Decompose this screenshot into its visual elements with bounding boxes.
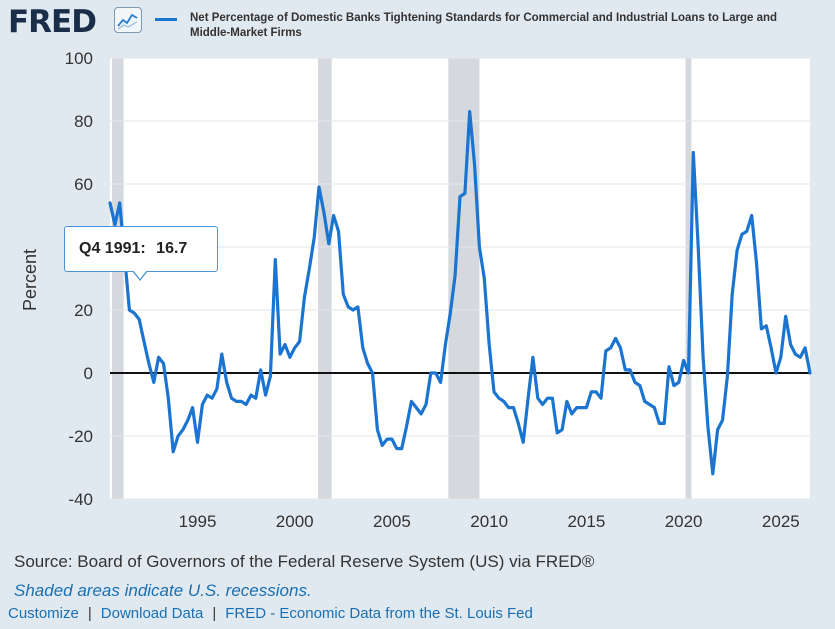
recession-shading (111, 58, 692, 499)
fred-logo[interactable]: FRED (8, 4, 97, 40)
tooltip-pointer-inner (133, 270, 147, 279)
chart-header: FRED Net Percentage of Domestic Banks Ti… (0, 0, 835, 48)
tooltip-value: 16.7 (156, 240, 188, 257)
legend-label: Net Percentage of Domestic Banks Tighten… (190, 12, 778, 39)
line-chart[interactable]: 100806040200-20-40 199520002005201020152… (0, 40, 835, 540)
y-axis-label: Percent (20, 249, 40, 311)
recession-note: Shaded areas indicate U.S. recessions. (14, 581, 312, 600)
data-tooltip: Q4 1991: 16.7 (64, 226, 218, 272)
download-data-link[interactable]: Download Data (100, 605, 204, 622)
source-note: Source: Board of Governors of the Federa… (14, 552, 595, 571)
y-tick-label: -40 (68, 490, 93, 509)
x-tick-label: 2015 (567, 512, 605, 531)
chart-trend-icon-graphic (117, 13, 138, 30)
y-tick-label: -20 (68, 427, 93, 446)
x-tick-label: 2010 (470, 512, 508, 531)
tooltip-label: Q4 1991: (79, 240, 146, 257)
recession-band (685, 58, 692, 499)
legend-swatch (155, 18, 177, 21)
recession-band (111, 58, 124, 499)
y-tick-label: 80 (74, 112, 93, 131)
series-line (108, 109, 812, 476)
x-tick-label: 1995 (179, 512, 217, 531)
x-tick-label: 2025 (762, 512, 800, 531)
customize-link[interactable]: Customize (8, 605, 79, 622)
link-separator: | (87, 605, 92, 622)
chart-trend-icon (114, 7, 142, 33)
y-axis-ticks: 100806040200-20-40 (65, 49, 93, 509)
recession-band (318, 58, 332, 499)
x-axis-ticks: 1995 2000 2005 2010 2015 2020 2025 (179, 512, 800, 531)
series-layer (108, 109, 812, 476)
recession-band (448, 58, 480, 499)
fred-home-link[interactable]: FRED - Economic Data from the St. Louis … (225, 605, 533, 622)
x-tick-label: 2005 (373, 512, 411, 531)
y-tick-label: 0 (84, 364, 93, 383)
y-tick-label: 60 (74, 175, 93, 194)
y-tick-label: 100 (65, 49, 93, 68)
x-tick-label: 2020 (665, 512, 703, 531)
x-tick-label: 2000 (276, 512, 314, 531)
y-tick-label: 20 (74, 301, 93, 320)
link-separator: | (212, 605, 217, 622)
footer-links: Customize | Download Data | FRED - Economic … (8, 605, 533, 622)
